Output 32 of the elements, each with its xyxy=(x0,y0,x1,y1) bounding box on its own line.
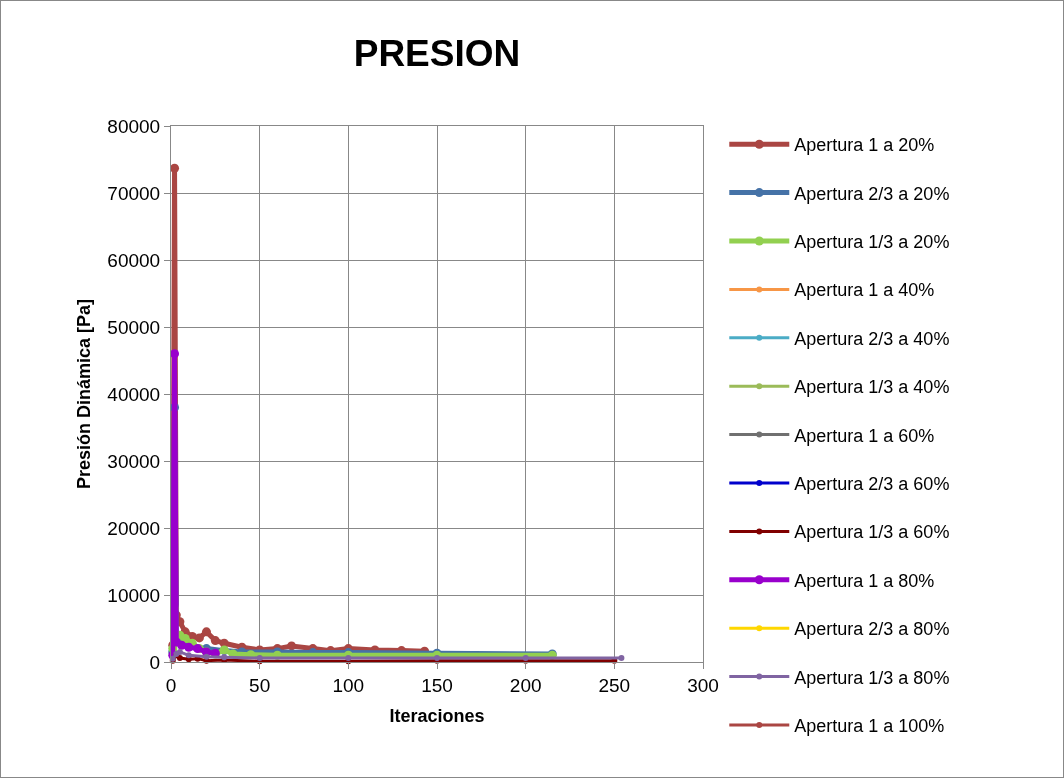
legend-label: Apertura 1/3 a 20% xyxy=(794,232,950,253)
x-tick-label: 0 xyxy=(165,674,177,696)
legend-label: Apertura 2/3 a 40% xyxy=(794,328,950,349)
x-tick-label: 50 xyxy=(249,674,271,696)
legend-label: Apertura 1/3 a 40% xyxy=(794,377,950,398)
y-tick-label: 60000 xyxy=(107,249,161,271)
y-tick-label: 0 xyxy=(149,651,161,673)
x-tick-label: 200 xyxy=(509,674,542,696)
y-axis-title: Presión Dinámica [Pa] xyxy=(73,298,94,490)
x-tick-label: 250 xyxy=(598,674,631,696)
y-tick-label: 20000 xyxy=(107,517,161,539)
legend-label: Apertura 2/3 a 60% xyxy=(794,474,950,495)
y-tick-label: 10000 xyxy=(107,584,161,606)
x-axis-title: Iteraciones xyxy=(389,705,485,726)
x-tick-label: 100 xyxy=(332,674,365,696)
legend-label: Apertura 1 a 60% xyxy=(794,425,935,446)
y-tick-label: 50000 xyxy=(107,316,161,338)
y-tick-label: 40000 xyxy=(107,383,161,405)
y-tick-label: 70000 xyxy=(107,182,161,204)
y-tick-label: 30000 xyxy=(107,450,161,472)
chart-title: PRESION xyxy=(353,32,521,74)
legend-label: Apertura 1 a 40% xyxy=(794,280,935,301)
x-tick-label: 150 xyxy=(421,674,453,696)
legend-label: Apertura 1/3 a 80% xyxy=(794,667,950,688)
y-tick-label: 80000 xyxy=(107,115,161,137)
x-tick-label: 300 xyxy=(687,674,719,696)
legend-label: Apertura 1/3 a 60% xyxy=(794,522,950,543)
legend-label: Apertura 2/3 a 80% xyxy=(794,619,950,640)
legend-label: Apertura 1 a 80% xyxy=(794,570,935,591)
legend-label: Apertura 1 a 100% xyxy=(794,716,945,737)
legend-label: Apertura 1 a 20% xyxy=(794,135,935,156)
legend-label: Apertura 2/3 a 20% xyxy=(794,183,950,204)
